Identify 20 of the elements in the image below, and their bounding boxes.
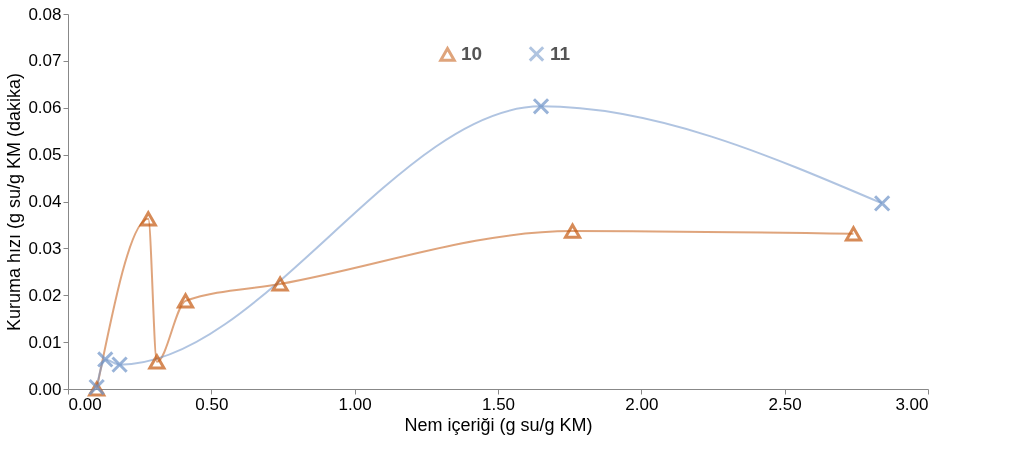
y-tick-label: 0.04	[28, 192, 62, 211]
x-tick-label: 0.00	[68, 394, 102, 414]
x-tick-label: 2.00	[625, 394, 659, 414]
y-tick-label: 0.06	[28, 98, 62, 118]
x-tick-label: 2.50	[768, 394, 802, 414]
y-tick-label: 0.03	[28, 238, 62, 258]
x-tick-label: 0.50	[195, 394, 229, 414]
y-tick-label: 0.05	[28, 145, 62, 165]
y-tick-label: 0.01	[28, 332, 62, 352]
y-tick-label: 0.00	[28, 379, 62, 399]
x-tick-label: 1.00	[338, 394, 372, 414]
y-tick-label: 0.07	[28, 51, 62, 71]
x-tick-label: 3.00	[895, 394, 929, 414]
x-axis-title: Nem içeriği (g su/g KM)	[404, 414, 593, 435]
x-tick-label: 1.50	[481, 394, 516, 414]
legend-label: 11	[550, 42, 571, 64]
y-tick-label: 0.02	[28, 285, 62, 305]
legend-label: 10	[461, 43, 483, 65]
y-axis-title: Kuruma hızı (g su/g KM (dakika)	[4, 72, 25, 332]
y-tick-label: 0.08	[28, 4, 62, 24]
